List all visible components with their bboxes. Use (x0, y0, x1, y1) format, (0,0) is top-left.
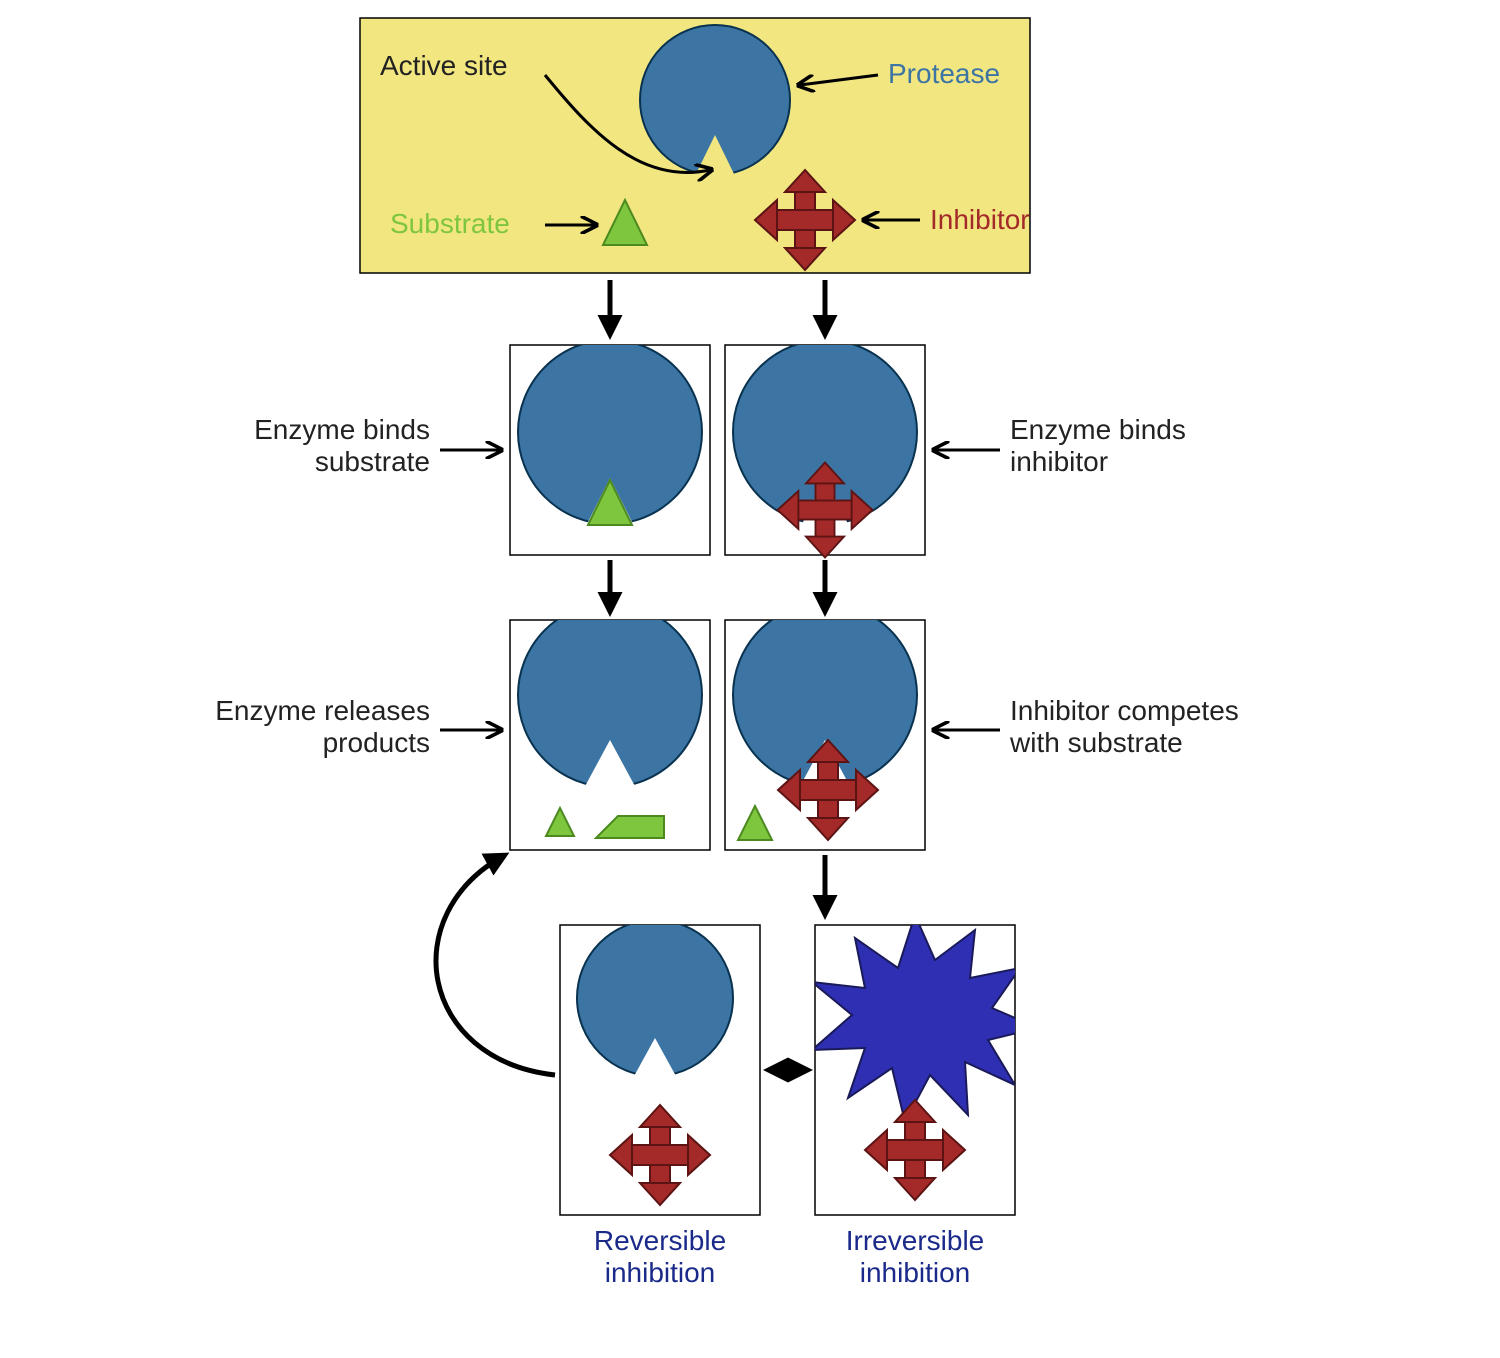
label-substrate: Substrate (390, 208, 510, 240)
label-irreversible-l1: Irreversible (846, 1225, 984, 1256)
label-releases: Enzyme releases products (185, 695, 430, 759)
label-competes-l1: Inhibitor competes (1010, 695, 1239, 726)
label-irreversible: Irreversible inhibition (815, 1225, 1015, 1289)
label-reversible-l2: inhibition (605, 1257, 716, 1288)
label-releases-l2: products (323, 727, 430, 758)
label-competes: Inhibitor competes with substrate (1010, 695, 1239, 759)
label-binds-inhibitor-l2: inhibitor (1010, 446, 1108, 477)
label-reversible-l1: Reversible (594, 1225, 726, 1256)
label-binds-substrate-l2: substrate (315, 446, 430, 477)
protease-with-substrate (518, 340, 702, 526)
label-competes-l2: with substrate (1010, 727, 1183, 758)
label-active-site: Active site (380, 50, 508, 82)
label-inhibitor: Inhibitor (930, 204, 1030, 236)
label-protease: Protease (888, 58, 1000, 90)
protease-legend (640, 25, 790, 176)
diagram-canvas: Active site Protease Substrate Inhibitor… (0, 0, 1500, 1358)
label-releases-l1: Enzyme releases (215, 695, 430, 726)
label-binds-inhibitor-l1: Enzyme binds (1010, 414, 1186, 445)
label-binds-substrate-l1: Enzyme binds (254, 414, 430, 445)
diagram-svg (0, 0, 1500, 1358)
label-binds-substrate: Enzyme binds substrate (230, 414, 430, 478)
label-irreversible-l2: inhibition (860, 1257, 971, 1288)
label-binds-inhibitor: Enzyme binds inhibitor (1010, 414, 1186, 478)
flow-arrow-reversible-back (436, 855, 555, 1075)
label-reversible: Reversible inhibition (560, 1225, 760, 1289)
